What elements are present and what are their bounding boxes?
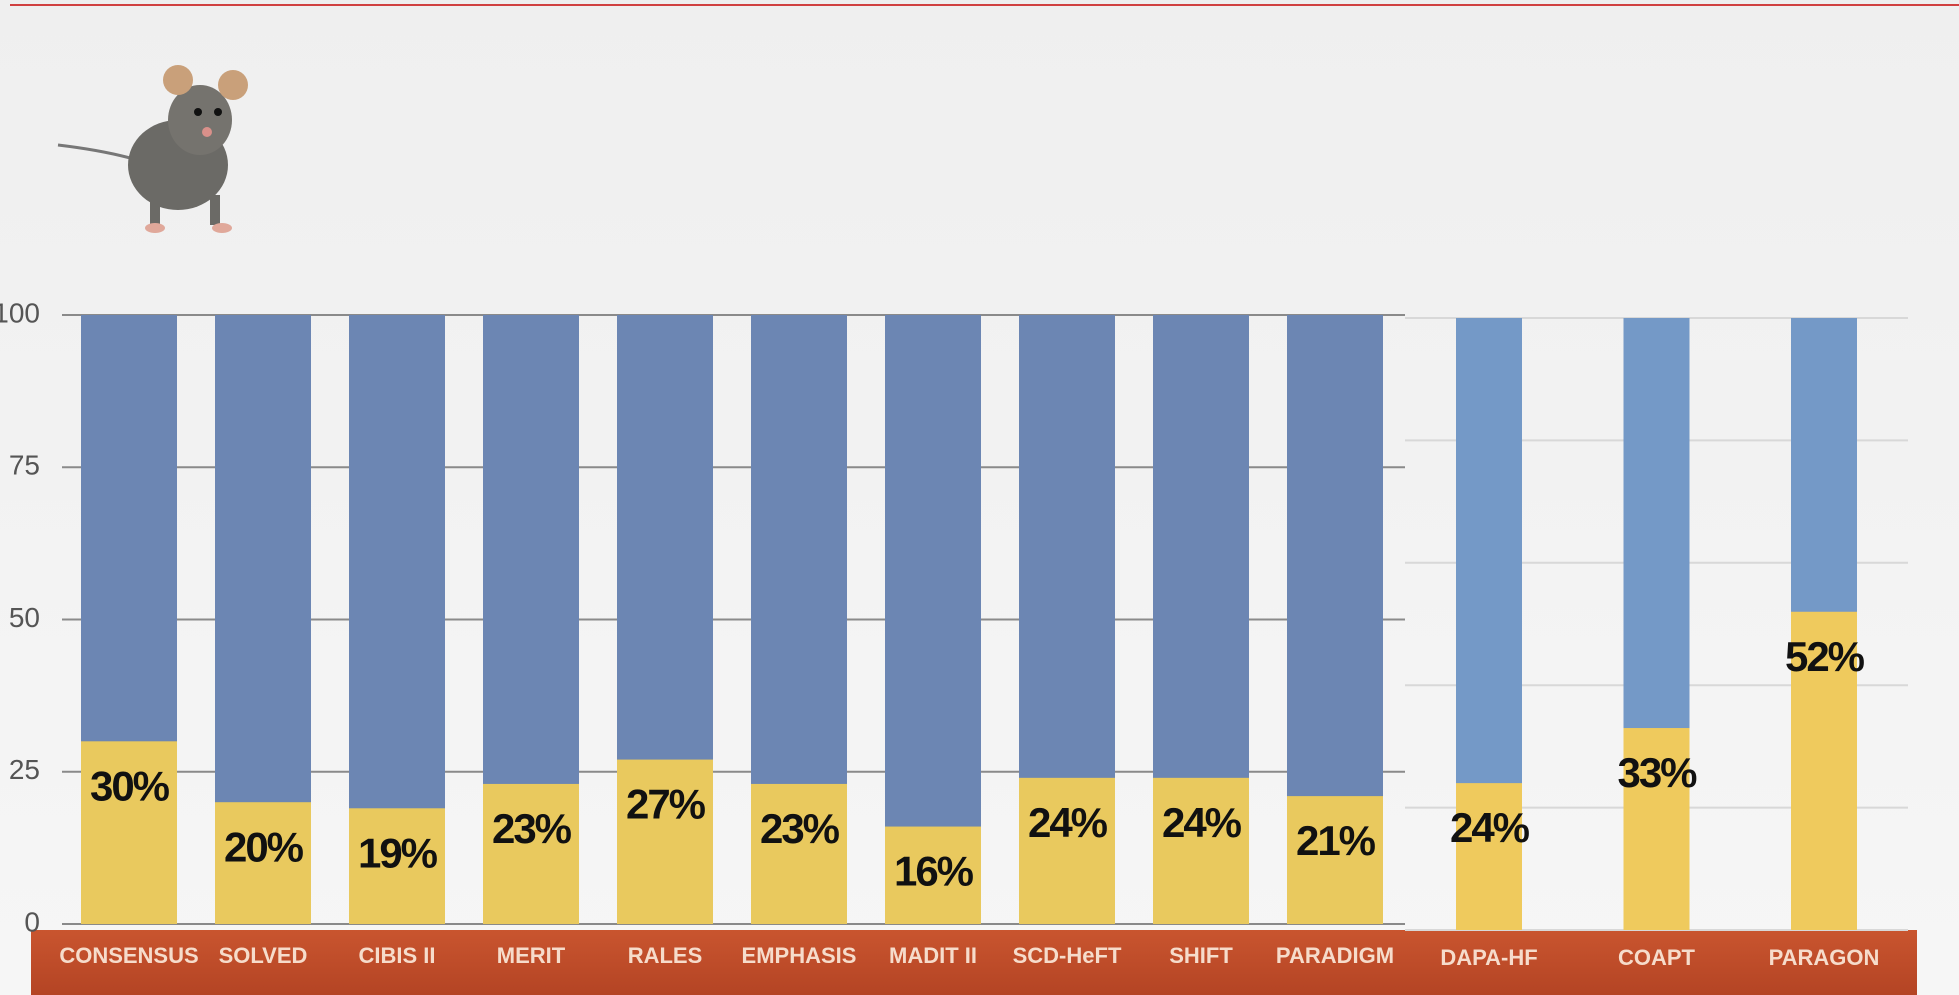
x-tick-label: PARADIGM [1276,943,1394,968]
x-tick-label: CONSENSUS [59,943,198,968]
y-tick-label: 25 [9,754,40,785]
bar [1456,783,1522,930]
mouse-illustration [57,65,248,233]
bar [483,783,579,924]
bar [1623,728,1690,930]
y-tick-label: 0 [24,906,40,937]
x-tick-label: EMPHASIS [742,943,857,968]
x-tick-label: SCD-HeFT [1013,943,1122,968]
value-label: 27% [626,781,706,828]
bar [751,783,847,924]
value-label: 24% [1450,804,1530,851]
category-band [31,930,1917,995]
x-tick-label: PARAGON [1769,945,1880,970]
value-label: 16% [894,848,974,895]
bar [1019,777,1115,924]
value-label: 23% [760,805,840,852]
x-tick-label: MADIT II [889,943,977,968]
value-label: 19% [358,829,438,876]
value-label: 21% [1296,817,1376,864]
bar [1287,796,1383,924]
value-label: 24% [1028,799,1108,846]
bar [215,802,311,924]
x-tick-label: CIBIS II [358,943,435,968]
x-tick-label: COAPT [1618,945,1696,970]
value-label: 23% [492,805,572,852]
y-tick-label: 50 [9,602,40,633]
bar-track [885,315,981,924]
bar [81,741,177,924]
bar [617,759,713,924]
value-label: 24% [1162,799,1242,846]
bar [1153,777,1249,924]
x-tick-label: MERIT [497,943,566,968]
value-label: 33% [1617,749,1697,796]
x-tick-label: RALES [628,943,703,968]
value-label: 30% [90,762,170,809]
bar [349,808,445,924]
bar [1791,611,1857,930]
x-tick-label: SHIFT [1169,943,1233,968]
y-tick-label: 100 [0,297,40,328]
x-tick-label: SOLVED [219,943,308,968]
x-tick-label: DAPA-HF [1440,945,1537,970]
bar [885,826,981,924]
y-tick-label: 75 [9,450,40,481]
value-label: 20% [224,823,304,870]
value-label: 52% [1785,633,1865,680]
